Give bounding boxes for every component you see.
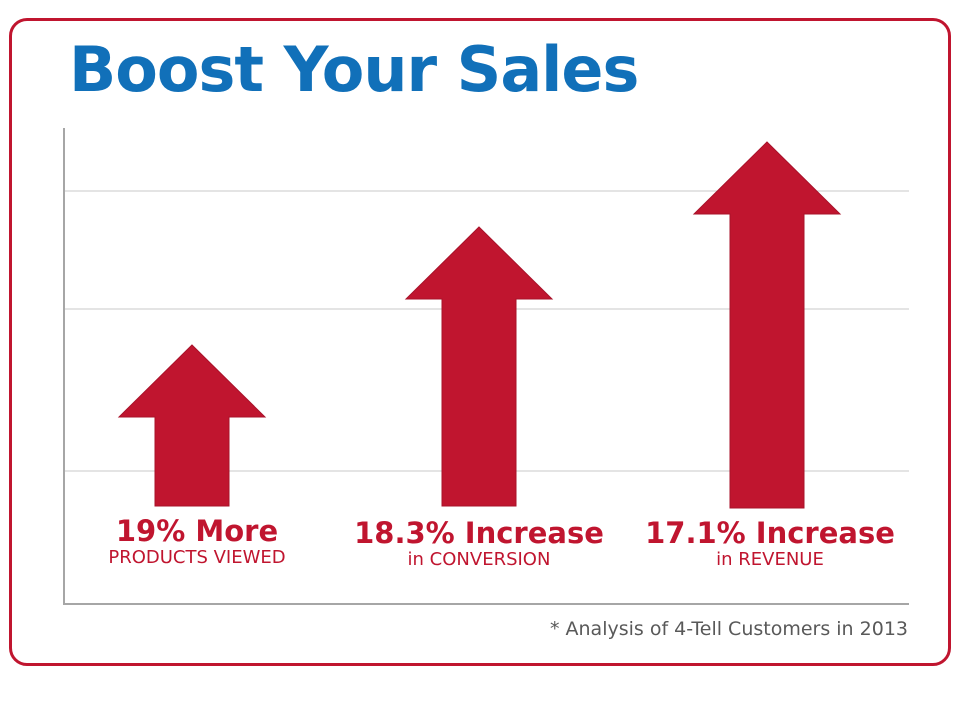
footnote: * Analysis of 4-Tell Customers in 2013 xyxy=(549,618,908,640)
bar-value-label: 18.3% Increase xyxy=(354,516,604,550)
bar-sub-label: in REVENUE xyxy=(716,549,824,570)
bar-value-label: 19% More xyxy=(115,514,279,548)
up-arrow-bar xyxy=(692,141,842,509)
bar-label-revenue: 17.1% Increase in REVENUE xyxy=(640,517,900,571)
up-arrow-bar xyxy=(117,344,267,507)
bar-sub-label: in CONVERSION xyxy=(407,549,551,570)
bar-sub-label: PRODUCTS VIEWED xyxy=(108,547,286,568)
page-title: Boost Your Sales xyxy=(69,33,639,106)
bar-value-label: 17.1% Increase xyxy=(645,516,895,550)
bar-label-products: 19% More PRODUCTS VIEWED xyxy=(82,515,312,569)
up-arrow-bar xyxy=(404,226,554,507)
bar-label-conversion: 18.3% Increase in CONVERSION xyxy=(354,517,604,571)
